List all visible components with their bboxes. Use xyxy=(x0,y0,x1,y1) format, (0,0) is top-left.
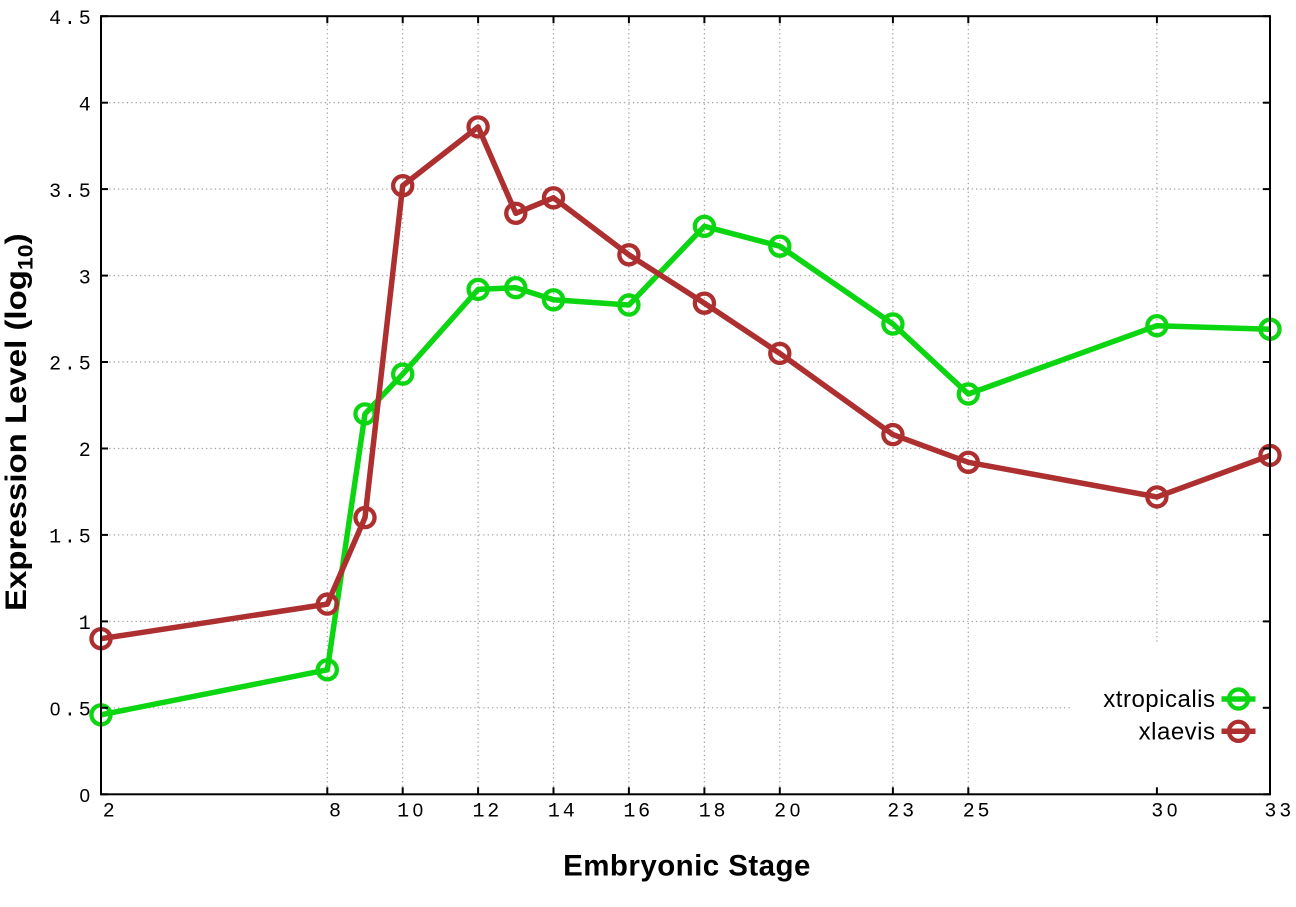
svg-text:xlaevis: xlaevis xyxy=(1139,718,1216,745)
svg-text:2: 2 xyxy=(79,440,91,463)
svg-text:3: 3 xyxy=(902,800,914,823)
svg-text:3: 3 xyxy=(1264,800,1276,823)
svg-text:8: 8 xyxy=(714,800,726,823)
svg-text:0: 0 xyxy=(79,786,90,807)
svg-text:5: 5 xyxy=(79,8,91,31)
svg-text:2: 2 xyxy=(963,800,975,823)
svg-text:.: . xyxy=(64,181,76,204)
svg-text:6: 6 xyxy=(638,800,650,823)
svg-text:5: 5 xyxy=(79,527,91,550)
svg-text:1: 1 xyxy=(472,800,484,823)
svg-text:.: . xyxy=(64,527,76,550)
svg-text:0: 0 xyxy=(50,700,61,721)
svg-text:2: 2 xyxy=(887,800,899,823)
svg-text:3: 3 xyxy=(1151,800,1163,823)
svg-text:0: 0 xyxy=(790,800,801,821)
svg-text:3: 3 xyxy=(79,267,91,290)
svg-text:3: 3 xyxy=(1279,800,1291,823)
svg-text:2: 2 xyxy=(487,800,499,823)
svg-text:.: . xyxy=(64,8,76,31)
svg-text:.: . xyxy=(64,700,76,723)
svg-text:5: 5 xyxy=(79,354,91,377)
svg-text:3: 3 xyxy=(49,181,61,204)
svg-text:4: 4 xyxy=(49,8,61,31)
svg-text:5: 5 xyxy=(79,700,91,723)
svg-text:0: 0 xyxy=(413,800,424,821)
svg-text:.: . xyxy=(64,354,76,377)
svg-text:1: 1 xyxy=(623,800,635,823)
svg-text:1: 1 xyxy=(79,613,91,636)
svg-text:2: 2 xyxy=(774,800,786,823)
svg-text:8: 8 xyxy=(329,800,341,823)
svg-text:Embryonic Stage: Embryonic Stage xyxy=(563,850,811,883)
svg-text:1: 1 xyxy=(548,800,560,823)
svg-text:5: 5 xyxy=(978,800,990,823)
svg-text:4: 4 xyxy=(563,800,575,823)
svg-text:0: 0 xyxy=(1167,800,1178,821)
svg-text:1: 1 xyxy=(397,800,409,823)
svg-text:1: 1 xyxy=(49,527,61,550)
svg-text:xtropicalis: xtropicalis xyxy=(1103,686,1215,713)
svg-text:Expression Level (log10): Expression Level (log10) xyxy=(0,233,37,611)
svg-text:2: 2 xyxy=(103,800,115,823)
svg-text:2: 2 xyxy=(49,354,61,377)
svg-text:4: 4 xyxy=(79,94,91,117)
svg-text:1: 1 xyxy=(699,800,711,823)
svg-text:5: 5 xyxy=(79,181,91,204)
